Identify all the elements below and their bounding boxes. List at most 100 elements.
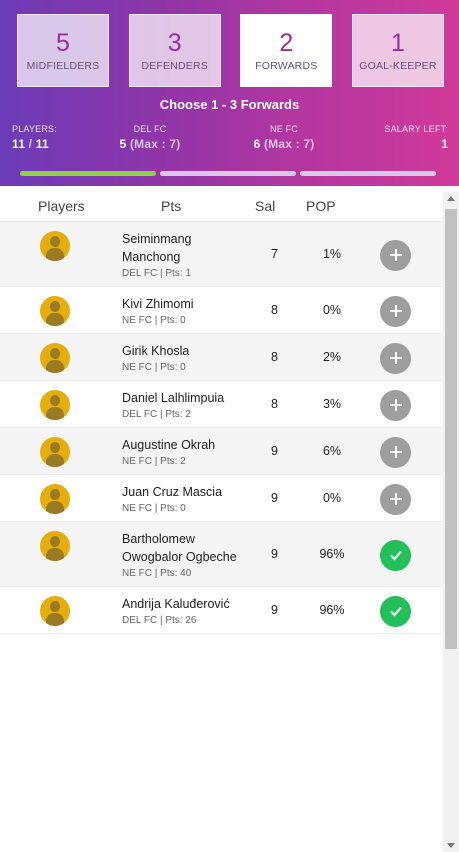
- player-avatar-icon: [40, 437, 70, 467]
- tab-goalkeeper[interactable]: 1 GOAL-KEEPER: [351, 14, 444, 87]
- player-team-points: NE FC | Pts: 40: [122, 568, 192, 579]
- team2-stat-value: 6 (Max : 7): [242, 137, 326, 151]
- position-tabs: 5 MIDFIELDERS 3 DEFENDERS 2 FORWARDS 1 G…: [17, 14, 444, 87]
- player-team-points: NE FC | Pts: 0: [122, 503, 186, 514]
- midfielders-label: MIDFIELDERS: [26, 59, 100, 72]
- player-name: Juan Cruz Mascia: [122, 485, 223, 499]
- plus-icon: [389, 446, 402, 458]
- player-info: Daniel Lalhlimpuia DEL FC | Pts: 2: [122, 389, 242, 421]
- progress-segment: [300, 171, 436, 176]
- forwards-label: FORWARDS: [255, 59, 318, 72]
- team2-stat-label: NE FC: [270, 124, 298, 134]
- salary-stat-value: 1: [441, 137, 448, 151]
- tab-forwards[interactable]: 2 FORWARDS: [240, 14, 333, 87]
- add-player-button[interactable]: [380, 483, 411, 515]
- add-player-button[interactable]: [380, 436, 411, 468]
- team1-stat: DEL FC 5 (Max : 7): [108, 124, 192, 151]
- check-icon: [389, 550, 402, 561]
- remove-player-button[interactable]: [380, 595, 411, 627]
- check-icon: [389, 606, 402, 617]
- player-team-points: NE FC | Pts: 0: [122, 362, 186, 373]
- defenders-count: 3: [167, 28, 182, 57]
- player-info: Augustine Okrah NE FC | Pts: 2: [122, 436, 242, 468]
- player-popularity: 0%: [322, 302, 342, 317]
- player-team-points: NE FC | Pts: 0: [122, 315, 186, 326]
- player-name: Kivi Zhimomi: [122, 297, 194, 311]
- player-salary: 8: [271, 302, 278, 317]
- defenders-label: DEFENDERS: [141, 59, 208, 72]
- player-popularity: 0%: [322, 490, 342, 505]
- team1-count: 5: [119, 137, 127, 151]
- player-popularity: 3%: [322, 396, 342, 411]
- player-salary: 9: [271, 546, 278, 561]
- player-avatar-icon: [40, 296, 70, 326]
- player-name: Bartholomew Owogbalor Ogbeche: [122, 532, 237, 564]
- player-popularity: 96%: [319, 546, 345, 561]
- player-row[interactable]: Andrija Kaluđerović DEL FC | Pts: 26 9 96%: [0, 587, 443, 634]
- scrollbar-thumb[interactable]: [445, 209, 457, 649]
- player-salary: 9: [271, 443, 278, 458]
- players-total: 11: [35, 137, 49, 151]
- team2-stat: NE FC 6 (Max : 7): [242, 124, 326, 151]
- player-salary: 7: [271, 246, 278, 261]
- player-row[interactable]: Bartholomew Owogbalor Ogbeche NE FC | Pts…: [0, 522, 443, 587]
- scrollbar[interactable]: [443, 192, 459, 852]
- column-pop[interactable]: POP: [306, 198, 336, 214]
- player-avatar-icon: [40, 596, 70, 626]
- player-info: Seiminmang Manchong DEL FC | Pts: 1: [122, 230, 242, 280]
- players-stat: PLAYERS: 11 / 11: [12, 124, 57, 151]
- player-row[interactable]: Juan Cruz Mascia NE FC | Pts: 0 9 0%: [0, 475, 443, 522]
- player-avatar-icon: [40, 231, 70, 261]
- salary-stat: SALARY LEFT: 1: [384, 124, 448, 151]
- player-info: Girik Khosla NE FC | Pts: 0: [122, 342, 242, 374]
- players-separator: /: [25, 137, 36, 151]
- team1-stat-label: DEL FC: [133, 124, 167, 134]
- progress-segment: [160, 171, 296, 176]
- player-team-points: NE FC | Pts: 2: [122, 456, 186, 467]
- plus-icon: [389, 399, 402, 411]
- add-player-button[interactable]: [380, 342, 411, 374]
- player-row[interactable]: Daniel Lalhlimpuia DEL FC | Pts: 2 8 3%: [0, 381, 443, 428]
- add-player-button[interactable]: [380, 389, 411, 421]
- player-avatar-icon: [40, 484, 70, 514]
- plus-icon: [389, 249, 402, 261]
- players-list: Seiminmang Manchong DEL FC | Pts: 1 7 1% Kiv…: [0, 222, 443, 634]
- player-avatar-icon: [40, 390, 70, 420]
- player-name: Augustine Okrah: [122, 438, 216, 452]
- goalkeeper-label: GOAL-KEEPER: [359, 59, 437, 72]
- player-popularity: 96%: [319, 602, 345, 617]
- player-name: Daniel Lalhlimpuia: [122, 391, 225, 405]
- player-row[interactable]: Seiminmang Manchong DEL FC | Pts: 1 7 1%: [0, 222, 443, 287]
- players-stat-label: PLAYERS:: [12, 124, 57, 134]
- column-pts[interactable]: Pts: [161, 198, 182, 214]
- player-info: Kivi Zhimomi NE FC | Pts: 0: [122, 295, 242, 327]
- player-avatar-icon: [40, 531, 70, 561]
- goalkeeper-count: 1: [391, 28, 405, 57]
- add-player-button[interactable]: [380, 295, 411, 327]
- player-row[interactable]: Girik Khosla NE FC | Pts: 0 8 2%: [0, 334, 443, 381]
- tab-defenders[interactable]: 3 DEFENDERS: [128, 14, 221, 87]
- team1-stat-value: 5 (Max : 7): [108, 137, 192, 151]
- player-team-points: DEL FC | Pts: 26: [122, 615, 197, 626]
- player-salary: 9: [271, 602, 278, 617]
- player-row[interactable]: Augustine Okrah NE FC | Pts: 2 9 6%: [0, 428, 443, 475]
- scroll-down-arrow-icon[interactable]: [447, 843, 455, 848]
- add-player-button[interactable]: [380, 239, 411, 271]
- column-sal[interactable]: Sal: [255, 198, 276, 214]
- column-players[interactable]: Players: [38, 198, 85, 214]
- player-avatar-icon: [40, 343, 70, 373]
- player-name: Seiminmang Manchong: [122, 232, 192, 264]
- player-salary: 9: [271, 490, 278, 505]
- player-salary: 8: [271, 396, 278, 411]
- progress-segment: [20, 171, 156, 176]
- players-table-header: Players Pts Sal POP: [0, 186, 443, 222]
- selection-instruction: Choose 1 - 3 Forwards: [159, 97, 300, 112]
- remove-player-button[interactable]: [380, 539, 411, 571]
- team-builder-header: 5 MIDFIELDERS 3 DEFENDERS 2 FORWARDS 1 G…: [0, 0, 459, 186]
- scroll-up-arrow-icon[interactable]: [447, 196, 455, 201]
- selection-progress: [20, 171, 436, 176]
- player-row[interactable]: Kivi Zhimomi NE FC | Pts: 0 8 0%: [0, 287, 443, 334]
- tab-midfielders[interactable]: 5 MIDFIELDERS: [17, 14, 109, 87]
- player-popularity: 1%: [322, 246, 342, 261]
- plus-icon: [389, 352, 402, 364]
